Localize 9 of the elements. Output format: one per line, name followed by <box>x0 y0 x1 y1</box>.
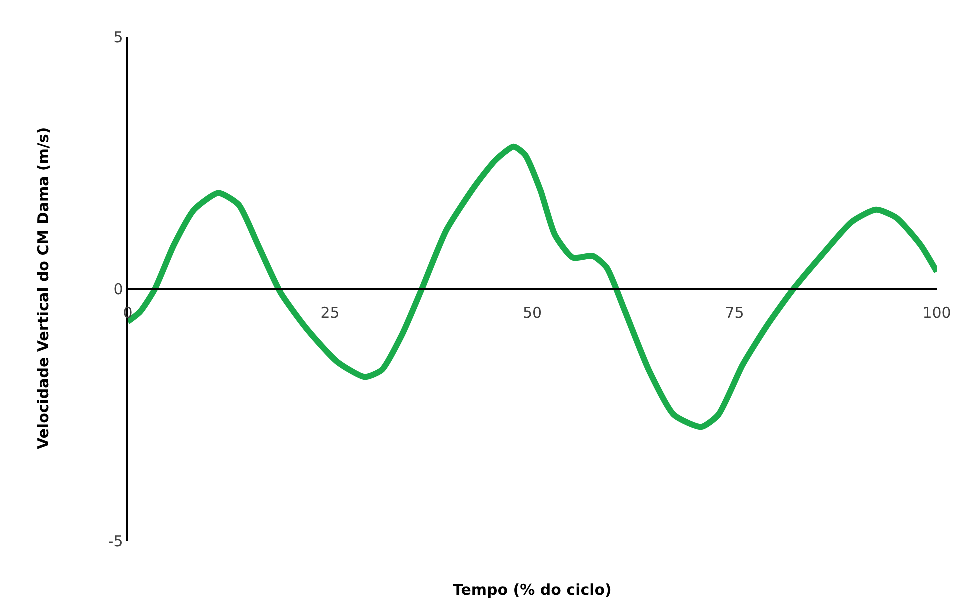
y-tick-label: 0 <box>114 280 124 298</box>
y-tick-label: -5 <box>108 532 124 550</box>
x-tick-label: 50 <box>522 304 542 322</box>
x-axis-title: Tempo (% do ciclo) <box>453 581 612 599</box>
y-tick-label: 5 <box>114 28 124 46</box>
y-axis-title: Velocidade Vertical do CM Dama (m/s) <box>34 127 53 450</box>
x-tick-label: 75 <box>725 304 744 322</box>
x-tick-label: 25 <box>320 304 340 322</box>
x-tick-label: 100 <box>922 304 952 322</box>
